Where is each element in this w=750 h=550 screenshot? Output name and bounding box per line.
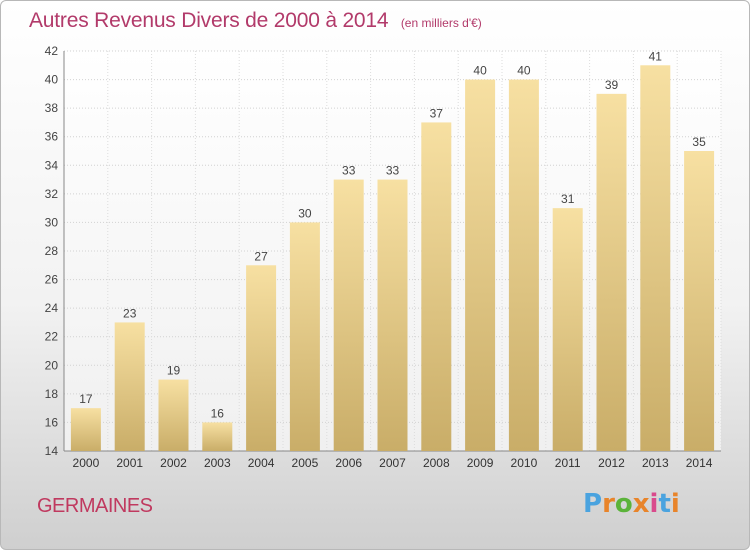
x-tick-label: 2012 [598, 456, 625, 470]
y-tick-label: 24 [45, 301, 59, 315]
data-label: 41 [649, 49, 663, 63]
bar-2007 [377, 179, 408, 452]
x-tick-label: 2002 [160, 456, 187, 470]
x-tick-label: 2008 [423, 456, 450, 470]
logo-letter: r [602, 489, 615, 519]
data-labels: 17 23 19 16 27 30 33 33 37 40 40 31 39 41 35 [79, 49, 706, 420]
bar-2012 [596, 93, 627, 451]
proxiti-logo: Proxiti [583, 489, 680, 519]
chart-title: Autres Revenus Divers de 2000 à 2014 [29, 9, 389, 32]
bar-2011 [552, 208, 583, 451]
bar-2009 [465, 79, 496, 452]
data-label: 33 [386, 164, 400, 178]
x-tick-label: 2001 [116, 456, 143, 470]
y-tick-label: 42 [45, 44, 59, 58]
data-label: 23 [123, 306, 137, 320]
bar-2005 [289, 222, 320, 451]
x-tick-label: 2009 [467, 456, 494, 470]
data-label: 17 [79, 392, 93, 406]
logo-letter: t [658, 489, 671, 519]
data-label: 39 [605, 78, 619, 92]
data-label: 16 [211, 406, 225, 420]
bar-2010 [508, 79, 539, 452]
data-label: 31 [561, 192, 575, 206]
y-tick-label: 28 [45, 244, 59, 258]
x-tick-label: 2011 [555, 456, 581, 470]
data-label: 27 [254, 249, 268, 263]
commune-name: GERMAINES [37, 495, 153, 517]
bar-2000 [70, 408, 101, 451]
title-block: Autres Revenus Divers de 2000 à 2014 (en… [29, 9, 482, 33]
bar-2013 [640, 65, 671, 452]
data-label: 33 [342, 164, 356, 178]
logo-letter: i [649, 489, 659, 519]
x-tick-label: 2000 [73, 456, 100, 470]
chart-subtitle: (en milliers d'€) [400, 16, 482, 30]
data-label: 19 [167, 364, 181, 378]
y-tick-label: 34 [45, 158, 59, 172]
x-tick-label: 2007 [379, 456, 406, 470]
bars [70, 65, 715, 452]
y-tick-label: 36 [45, 130, 59, 144]
x-tick-label: 2010 [511, 456, 538, 470]
y-tick-label: 32 [45, 187, 59, 201]
data-label: 40 [517, 64, 531, 78]
logo-letter: i [670, 489, 680, 519]
logo-letter: P [583, 489, 603, 519]
x-tick-label: 2013 [642, 456, 669, 470]
logo-letter: o [614, 489, 633, 519]
y-tick-label: 38 [45, 101, 59, 115]
bar-2004 [246, 265, 277, 451]
bar-2008 [421, 122, 452, 451]
bar-2001 [114, 322, 145, 451]
y-tick-label: 26 [45, 273, 59, 287]
bar-2003 [202, 422, 233, 451]
y-tick-label: 18 [45, 387, 59, 401]
data-label: 40 [473, 64, 487, 78]
bar-2006 [333, 179, 364, 452]
axes: 14 16 18 20 22 24 26 28 30 32 34 36 38 40 42 2000 2001 20… [45, 44, 721, 470]
x-tick-label: 2005 [292, 456, 319, 470]
x-tick-label: 2003 [204, 456, 231, 470]
data-label: 35 [692, 135, 706, 149]
bar-2002 [158, 379, 189, 451]
y-tick-label: 20 [45, 358, 59, 372]
y-tick-label: 14 [45, 444, 59, 458]
data-label: 37 [430, 106, 444, 120]
y-tick-label: 16 [45, 415, 59, 429]
bar-2014 [684, 151, 715, 451]
x-tick-label: 2004 [248, 456, 275, 470]
x-tick-label: 2006 [335, 456, 362, 470]
data-label: 30 [298, 206, 312, 220]
y-tick-label: 30 [45, 215, 59, 229]
y-tick-label: 22 [45, 330, 59, 344]
logo-letter: x [632, 489, 650, 519]
y-tick-label: 40 [45, 73, 59, 87]
x-tick-label: 2014 [686, 456, 713, 470]
